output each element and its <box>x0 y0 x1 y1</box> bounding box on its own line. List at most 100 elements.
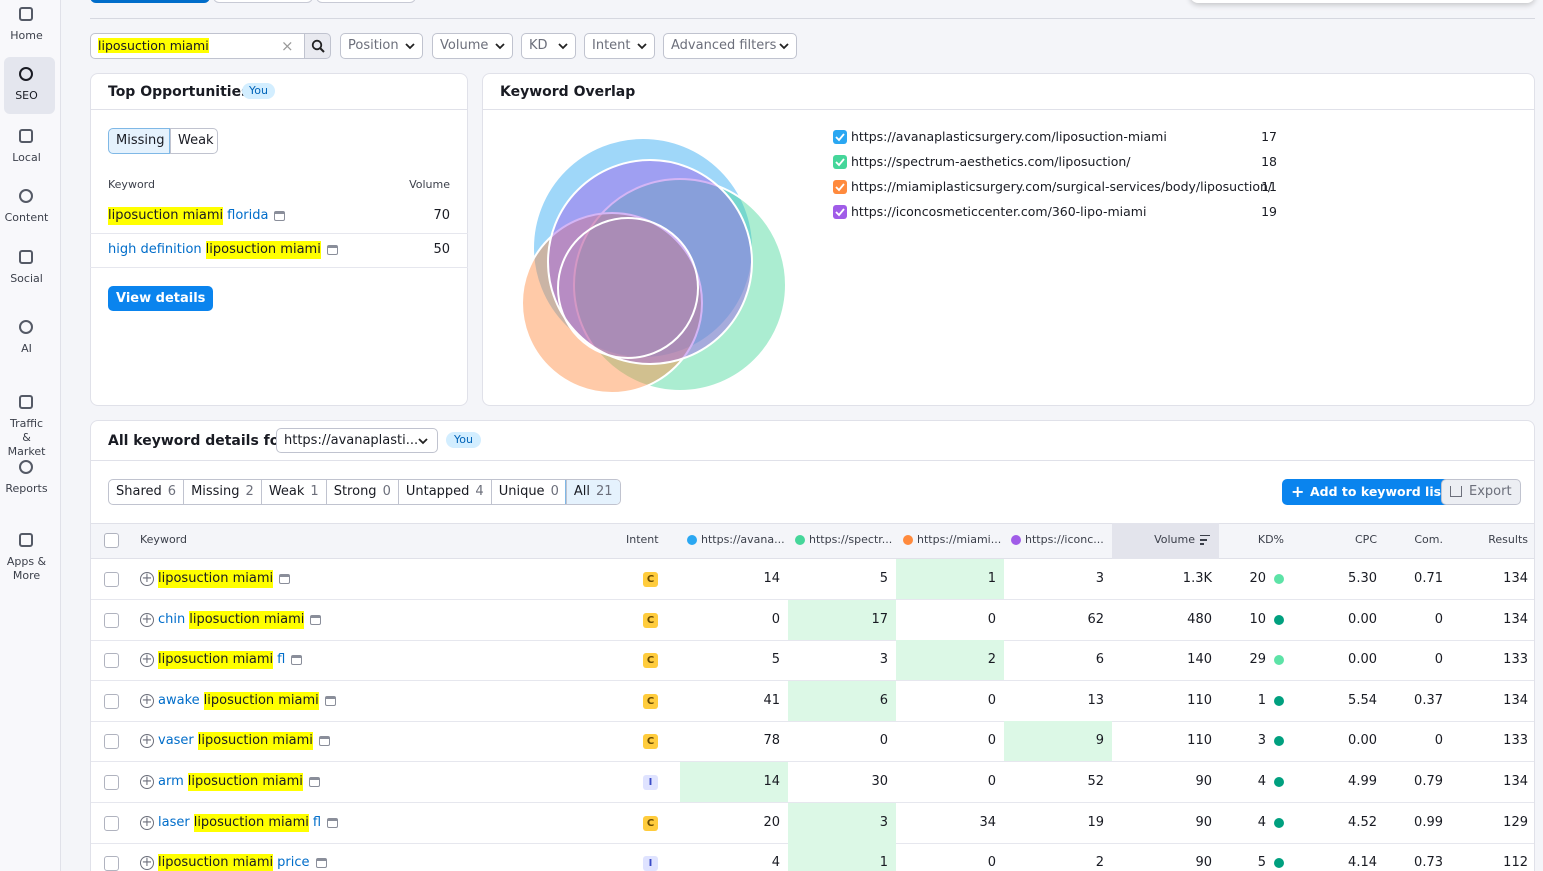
legend-checkbox[interactable] <box>833 205 847 219</box>
segment-tab[interactable] <box>170 128 218 154</box>
chevron <box>637 43 647 50</box>
filter-tab[interactable]: Unique 0 <box>490 480 566 504</box>
add-icon[interactable]: + <box>140 733 154 749</box>
add-icon[interactable]: + <box>140 814 154 830</box>
row-checkbox[interactable] <box>104 815 119 831</box>
position-value: 5 <box>771 652 780 668</box>
sidebar-label[interactable]: Local <box>12 151 41 164</box>
row-divider <box>91 802 1534 803</box>
volume-value: 110 <box>1187 692 1212 708</box>
legend-url: https://spectrum-aesthetics.com/liposuct… <box>851 154 1131 169</box>
legend-checkbox[interactable] <box>833 130 847 144</box>
add-icon[interactable]: + <box>140 774 154 789</box>
domain-select[interactable] <box>276 428 438 453</box>
keyword[interactable]: laser liposuction miami fl <box>158 813 339 832</box>
sidebar-label[interactable]: SEO <box>15 89 38 102</box>
tab-label: Missing <box>191 484 240 499</box>
cpc-value: 5.54 <box>1348 692 1377 708</box>
keyword-text: vaser <box>158 733 194 749</box>
add-icon[interactable]: + <box>140 855 154 871</box>
legend-checkbox[interactable] <box>833 155 847 169</box>
add-icon[interactable]: + <box>140 652 154 668</box>
domain-dot <box>795 535 805 545</box>
keyword[interactable]: liposuction miami price <box>158 854 327 871</box>
export-icon <box>1450 486 1462 497</box>
column-header: Com. <box>1414 533 1443 546</box>
keyword[interactable]: liposuction miami fl <box>158 651 303 670</box>
chevron <box>405 43 415 50</box>
keyword[interactable]: awake liposuction miami <box>158 691 336 710</box>
best-cell <box>788 802 896 843</box>
row-checkbox[interactable] <box>104 775 119 790</box>
legend-checkbox[interactable] <box>833 180 847 194</box>
row-divider <box>91 639 1534 641</box>
add-icon[interactable]: + <box>140 692 154 708</box>
filter-dropdown[interactable] <box>432 33 513 59</box>
keyword[interactable]: liposuction miami florida <box>108 207 286 225</box>
sidebar-label[interactable]: Reports <box>5 482 48 495</box>
add-button[interactable]: Add to keyword list + <box>1282 479 1456 505</box>
filter-tab[interactable]: Weak 1 <box>260 480 326 504</box>
header-checkbox[interactable] <box>104 533 119 548</box>
position-value: 1 <box>879 855 888 871</box>
results-value: 129 <box>1503 814 1528 830</box>
position-value: 20 <box>763 814 780 830</box>
sidebar-label[interactable]: Home <box>10 29 43 42</box>
add-icon[interactable]: + <box>140 611 154 627</box>
filter-label: Intent <box>592 38 631 53</box>
intent-badge: I <box>643 856 658 871</box>
volume-value: 70 <box>433 208 450 223</box>
kd-value: 5 <box>1257 855 1266 871</box>
filter-dropdown[interactable] <box>663 33 797 59</box>
sidebar <box>0 0 61 871</box>
row-checkbox[interactable] <box>104 856 119 871</box>
filter-dropdown[interactable] <box>521 33 576 59</box>
sidebar-label[interactable]: Traffic & Market <box>7 417 46 458</box>
select-text: https://avanaplasti... <box>284 433 419 448</box>
filter-tab[interactable]: Shared 6 <box>109 480 183 504</box>
keyword[interactable]: vaser liposuction miami <box>158 732 330 751</box>
sidebar-label[interactable]: AI <box>21 342 32 355</box>
position-value: 0 <box>987 611 996 627</box>
search-button[interactable] <box>304 33 331 59</box>
column-header: https://spectr... <box>809 533 893 546</box>
keyword[interactable]: high definition liposuction miami <box>108 241 338 259</box>
filter-label: Position <box>348 38 399 53</box>
row-divider <box>91 599 1534 600</box>
sidebar-label[interactable]: Content <box>4 211 49 224</box>
segment-tab[interactable] <box>108 128 170 154</box>
kd-dot <box>1274 574 1284 584</box>
row-checkbox[interactable] <box>104 693 119 709</box>
column-header: Intent <box>626 533 659 546</box>
row-checkbox[interactable] <box>104 734 119 750</box>
best-cell <box>1004 721 1112 762</box>
com-value: 0 <box>1434 611 1443 627</box>
segment-label: Weak <box>178 133 214 148</box>
export-button[interactable]: Export <box>1441 479 1521 505</box>
keyword[interactable]: liposuction miami <box>158 570 291 588</box>
keyword[interactable]: arm liposuction miami <box>158 773 320 791</box>
intent-badge: C <box>643 653 658 669</box>
sidebar-label[interactable]: Apps & More <box>6 555 47 582</box>
row-checkbox[interactable] <box>104 612 119 628</box>
sidebar-label[interactable]: Social <box>10 272 43 285</box>
row-checkbox[interactable] <box>104 653 119 669</box>
position-value: 19 <box>1087 814 1104 830</box>
card-title: All keyword details for: <box>108 433 292 449</box>
row-checkbox[interactable] <box>104 572 119 587</box>
keyword[interactable]: chin liposuction miami <box>158 610 322 629</box>
serp-icon <box>279 574 291 584</box>
filter-tab[interactable]: Untapped 4 <box>397 480 491 504</box>
column-header: https://iconc... <box>1025 533 1104 546</box>
add-icon[interactable]: + <box>140 571 154 586</box>
filter-tab[interactable]: Strong 0 <box>325 480 398 504</box>
badge: You <box>242 83 275 99</box>
volume-value: 90 <box>1195 814 1212 830</box>
sorted-header <box>1112 523 1219 559</box>
filter-label: Advanced filters <box>671 38 777 53</box>
view-details-button[interactable]: View details <box>108 286 214 311</box>
filter-tab[interactable]: All 21 <box>564 480 620 504</box>
filter-tab[interactable]: Missing 2 <box>183 480 261 504</box>
cpc-value: 0.00 <box>1348 652 1377 668</box>
kd-value: 1 <box>1257 692 1266 708</box>
